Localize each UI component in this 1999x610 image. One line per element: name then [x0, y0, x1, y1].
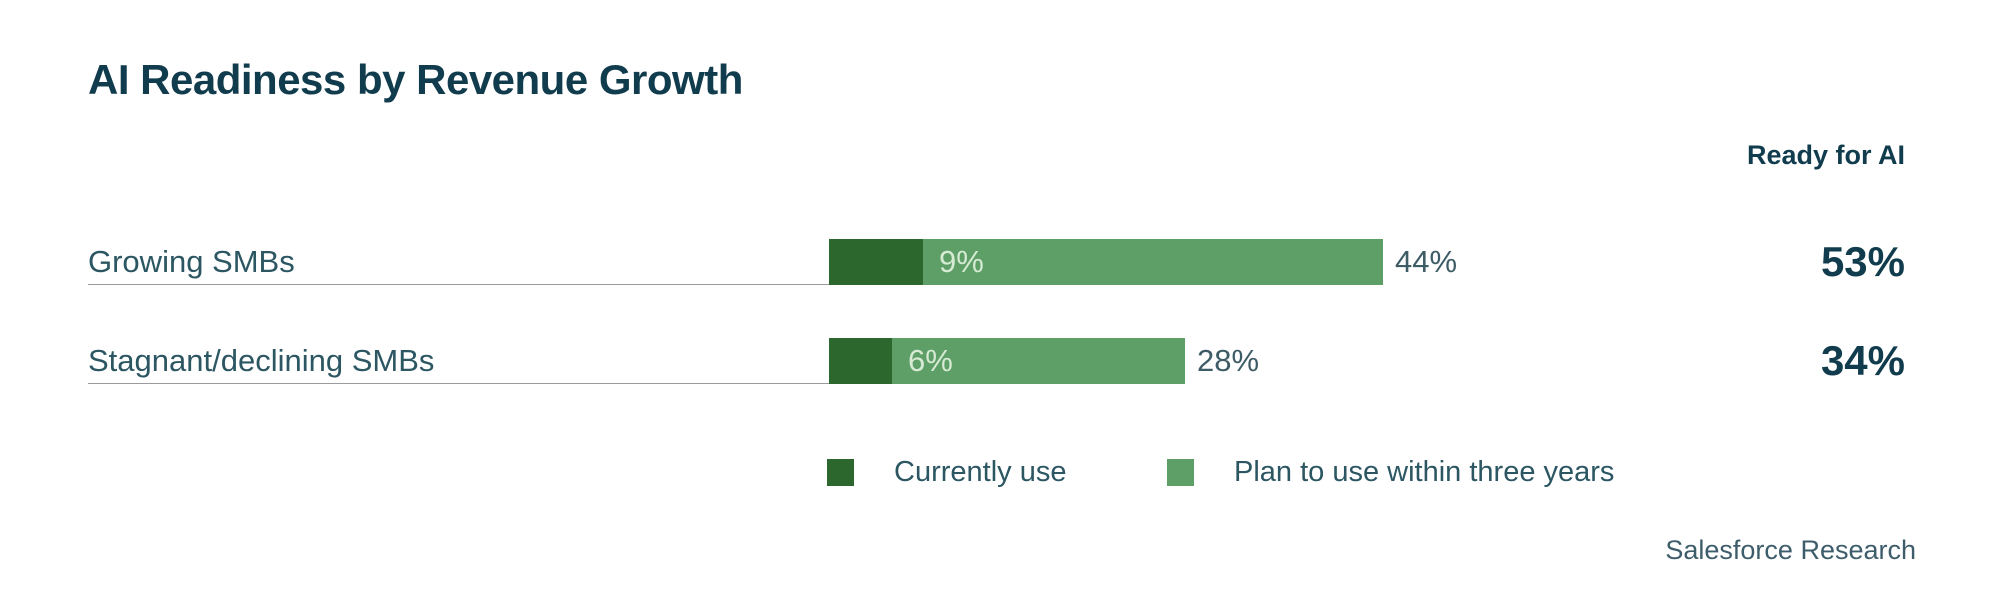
- bar-row-stagnant-declining-smbs: Stagnant/declining SMBs 6% 28% 34%: [0, 338, 1999, 384]
- ready-for-ai-column-header: Ready for AI: [1746, 140, 1905, 170]
- bar-segment-plan-to-use: 9%: [923, 239, 1383, 285]
- bar-segment-plan-to-use: 6%: [892, 338, 1185, 384]
- category-label: Growing SMBs: [88, 244, 295, 279]
- ready-for-ai-total: 34%: [1820, 337, 1905, 384]
- bar-segment-currently-use: [829, 338, 892, 384]
- ready-for-ai-total: 53%: [1820, 238, 1905, 285]
- row-divider-line: [88, 284, 829, 285]
- category-label: Stagnant/declining SMBs: [88, 343, 435, 378]
- source-attribution: Salesforce Research: [1665, 535, 1916, 565]
- bar-segment-currently-use: [829, 239, 923, 285]
- chart-title: AI Readiness by Revenue Growth: [88, 56, 743, 103]
- legend-label: Currently use: [894, 456, 1067, 488]
- plan-to-use-value-label: 28%: [1197, 343, 1260, 378]
- legend-swatch-light-green: [1167, 459, 1194, 486]
- legend-item-plan-to-use: Plan to use within three years: [1167, 456, 1614, 489]
- currently-use-value-label: 9%: [939, 244, 984, 279]
- legend-label: Plan to use within three years: [1234, 456, 1615, 488]
- bar-row-growing-smbs: Growing SMBs 9% 44% 53%: [0, 239, 1999, 285]
- row-divider-line: [88, 383, 829, 384]
- stacked-bar: 9% 44%: [829, 239, 1457, 285]
- legend: Currently use Plan to use within three y…: [0, 456, 1999, 488]
- stacked-bar: 6% 28%: [829, 338, 1259, 384]
- legend-swatch-dark-green: [827, 459, 854, 486]
- currently-use-value-label: 6%: [908, 343, 953, 378]
- legend-item-currently-use: Currently use: [827, 456, 1066, 489]
- plan-to-use-value-label: 44%: [1395, 244, 1458, 279]
